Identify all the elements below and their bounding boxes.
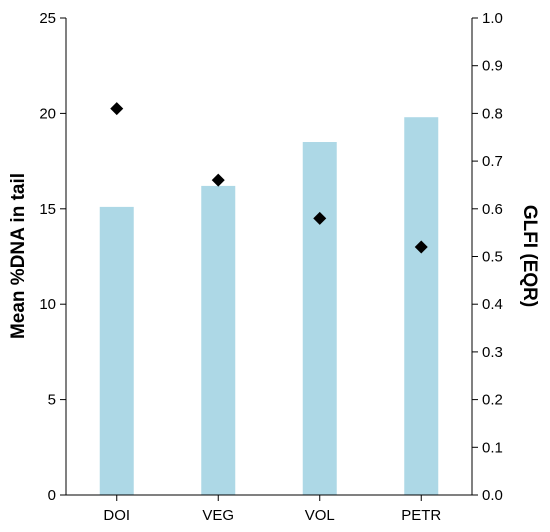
y-axis-title-right: GLFI (EQR) (519, 205, 540, 307)
y-tick-label-left-5: 25 (39, 10, 56, 27)
x-tick-label-doi: DOI (103, 507, 130, 524)
y-tick-label-left-4: 20 (39, 105, 56, 122)
y-tick-label-right-8: 0.8 (482, 105, 503, 122)
y-tick-label-left-1: 5 (48, 392, 56, 409)
y-tick-label-right-9: 0.9 (482, 58, 503, 75)
y-tick-label-right-6: 0.6 (482, 201, 503, 218)
bar-doi (99, 206, 134, 495)
y-tick-label-left-3: 15 (39, 201, 56, 218)
y-axis-title-left: Mean %DNA in tail (8, 173, 29, 339)
y-tick-label-right-2: 0.2 (482, 392, 503, 409)
y-tick-label-left-2: 10 (39, 296, 56, 313)
axes-layer: 0 5 10 15 20 25 0.0 0.1 0.2 0.3 0.4 0.5 0.6 0.7 0.8 0.9… (39, 10, 503, 524)
bar-vol (302, 142, 337, 495)
bar-veg (201, 185, 236, 496)
x-tick-label-petr: PETR (401, 507, 441, 524)
markers-layer (110, 102, 428, 254)
y-tick-label-right-1: 0.1 (482, 439, 503, 456)
marker-doi (110, 102, 124, 116)
y-tick-label-right-7: 0.7 (482, 153, 503, 170)
y-tick-label-right-3: 0.3 (482, 344, 503, 361)
y-tick-label-left-0: 0 (48, 487, 56, 504)
marker-vol (313, 211, 327, 225)
y-tick-label-right-5: 0.5 (482, 249, 503, 266)
marker-veg (211, 173, 225, 187)
x-tick-label-vol: VOL (305, 507, 335, 524)
y-tick-label-right-4: 0.4 (482, 296, 503, 313)
y-tick-label-right-0: 0.0 (482, 487, 503, 504)
marker-petr (414, 240, 428, 254)
bar-petr (404, 117, 439, 495)
x-tick-label-veg: VEG (202, 507, 234, 524)
bars-layer (99, 117, 439, 496)
y-tick-label-right-10: 1.0 (482, 10, 503, 27)
